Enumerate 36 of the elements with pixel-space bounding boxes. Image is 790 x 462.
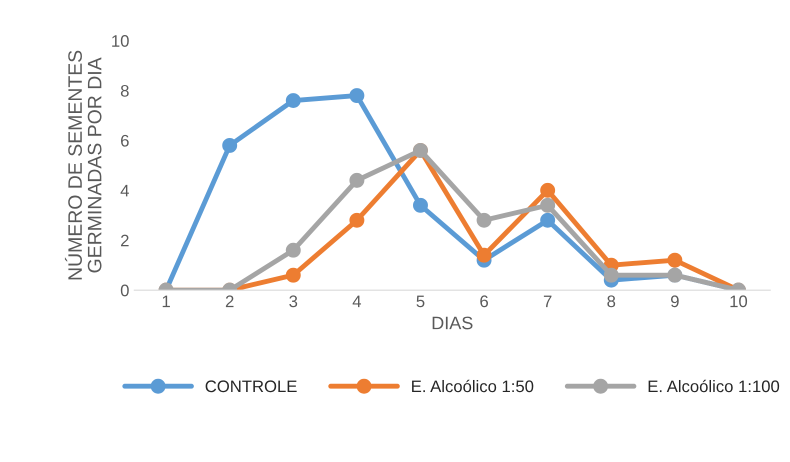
x-tick-label: 1 <box>162 296 170 308</box>
legend-label: E. Alcoólico 1:50 <box>412 380 534 392</box>
x-tick-label: 7 <box>544 296 552 308</box>
point <box>540 212 556 228</box>
y-tick-label: 6 <box>121 134 129 147</box>
y-tick-label: 10 <box>112 35 129 47</box>
x-tick-label: 8 <box>607 295 616 308</box>
point <box>476 248 492 263</box>
point <box>540 198 556 213</box>
point <box>286 93 301 108</box>
x-axis-title: DIAS <box>432 316 473 330</box>
x-tick-label: 2 <box>226 295 234 308</box>
point <box>286 268 301 283</box>
legend-label: CONTROLE <box>206 380 297 392</box>
point <box>222 138 238 153</box>
point <box>349 212 364 228</box>
y-tick-label: 4 <box>120 184 129 196</box>
x-tick-label: 3 <box>289 295 298 308</box>
y-tick-label: 8 <box>120 84 129 97</box>
y-axis-title: NÚMERO DE SEMENTES GERMINADAS POR DIA <box>64 50 102 280</box>
point <box>667 252 682 268</box>
x-tick-label: 4 <box>352 296 362 308</box>
point <box>476 212 492 228</box>
x-tick-label: 6 <box>480 295 488 308</box>
x-tick-label: 5 <box>416 296 424 308</box>
point <box>349 88 364 104</box>
y-tick-label: 0 <box>120 284 129 296</box>
x-tick-label: 9 <box>671 295 679 308</box>
legend-label: E. Alcoólico 1:100 <box>648 380 780 392</box>
point <box>349 172 364 188</box>
y-tick-label: 2 <box>121 234 129 246</box>
point <box>604 268 619 283</box>
point <box>413 198 428 213</box>
x-tick-label: 10 <box>730 295 748 308</box>
point <box>540 182 556 198</box>
point <box>286 242 301 258</box>
